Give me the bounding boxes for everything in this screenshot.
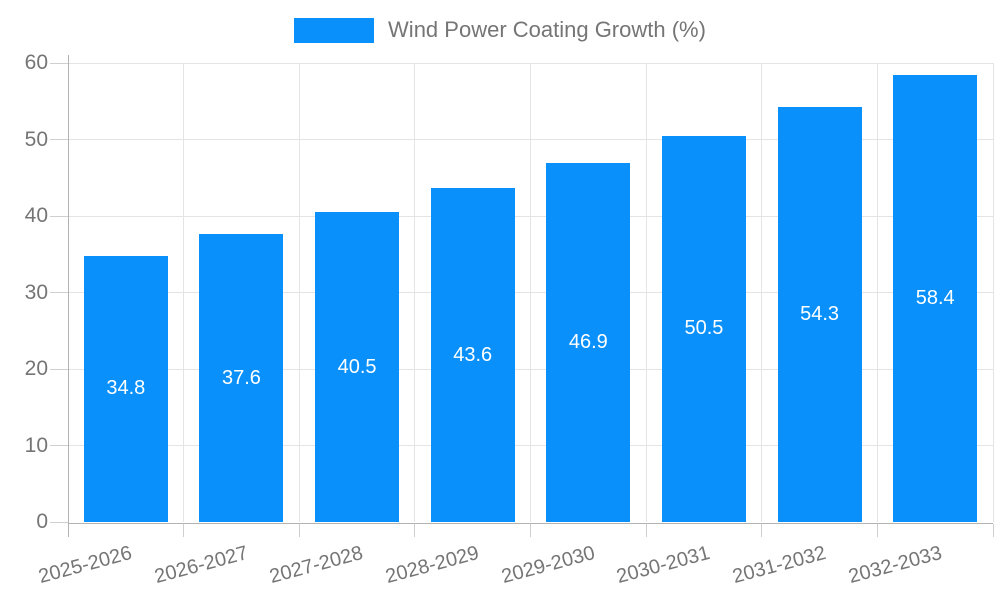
bar-value-label: 34.8: [106, 377, 146, 400]
y-axis-label: 10: [24, 433, 48, 457]
x-axis-tick: [530, 524, 531, 537]
x-axis-line: [68, 522, 993, 524]
bar[interactable]: 54.3: [777, 106, 862, 522]
y-axis-tick: [50, 368, 68, 370]
v-gridline: [992, 63, 994, 522]
y-axis-label: 30: [24, 280, 48, 304]
x-axis-tick: [876, 524, 878, 537]
y-axis-tick: [50, 521, 68, 523]
v-gridline: [645, 63, 647, 522]
y-axis-label: 40: [24, 204, 48, 227]
bar[interactable]: 40.5: [315, 212, 400, 522]
y-axis-label: 50: [24, 127, 48, 151]
x-axis-tick: [183, 524, 185, 537]
bar[interactable]: 46.9: [546, 163, 631, 522]
x-axis-label: 2026-2027: [152, 542, 251, 589]
bar[interactable]: 34.8: [83, 255, 168, 522]
legend-item[interactable]: Wind Power Coating Growth (%): [294, 17, 706, 43]
bar-value-label: 40.5: [337, 355, 377, 378]
y-axis-label: 60: [24, 51, 48, 74]
bar-value-label: 43.6: [453, 343, 493, 366]
x-axis-tick: [645, 524, 647, 537]
legend: Wind Power Coating Growth (%): [0, 17, 1000, 43]
v-gridline: [183, 63, 185, 522]
x-axis-label: 2028-2029: [383, 542, 482, 589]
v-gridline: [530, 63, 531, 522]
x-axis-tick: [298, 524, 300, 537]
bar[interactable]: 50.5: [661, 135, 746, 522]
x-axis-label: 2032-2033: [845, 542, 944, 589]
v-gridline: [298, 63, 300, 522]
x-axis-tick: [761, 524, 763, 537]
y-axis-tick: [50, 292, 68, 293]
v-gridline: [414, 63, 416, 522]
bar-value-label: 37.6: [221, 366, 261, 389]
x-axis-label: 2031-2032: [730, 542, 829, 589]
y-axis-label: 20: [24, 357, 48, 380]
bar-value-label: 50.5: [684, 317, 724, 340]
x-axis-label: 2029-2030: [498, 542, 598, 589]
y-axis-line: [67, 55, 69, 537]
bar-value-label: 58.4: [915, 287, 955, 310]
bar[interactable]: 43.6: [430, 188, 515, 522]
bar-value-label: 46.9: [568, 331, 608, 354]
bar[interactable]: 58.4: [893, 75, 978, 522]
y-axis-tick: [50, 445, 68, 446]
y-axis-tick: [50, 62, 68, 64]
x-axis-label: 2025-2026: [36, 542, 135, 589]
y-axis-label: 0: [36, 510, 48, 533]
legend-label: Wind Power Coating Growth (%): [388, 17, 706, 42]
y-axis-tick: [50, 139, 68, 140]
bar-value-label: 54.3: [800, 302, 840, 325]
v-gridline: [876, 63, 878, 522]
v-gridline: [761, 63, 763, 522]
x-axis-label: 2030-2031: [614, 542, 713, 589]
bar[interactable]: 37.6: [199, 234, 284, 522]
legend-swatch: [294, 17, 375, 43]
x-axis-tick: [414, 524, 416, 537]
x-axis-tick: [992, 524, 994, 537]
y-axis-tick: [50, 215, 68, 217]
x-axis-label: 2027-2028: [267, 542, 366, 589]
